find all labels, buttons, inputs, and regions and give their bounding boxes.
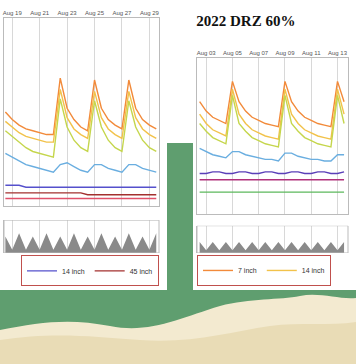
svg-text:Aug 27: Aug 27: [112, 10, 132, 16]
svg-text:Aug 03: Aug 03: [197, 50, 217, 56]
svg-text:14 inch: 14 inch: [62, 268, 85, 275]
svg-text:Aug 29: Aug 29: [140, 10, 160, 16]
svg-text:Aug 19: Aug 19: [3, 10, 23, 16]
svg-text:7 inch: 7 inch: [238, 267, 257, 274]
svg-text:Aug 11: Aug 11: [302, 50, 321, 56]
svg-text:Aug 21: Aug 21: [30, 10, 50, 16]
svg-text:Aug 25: Aug 25: [85, 10, 105, 16]
svg-text:2022 DRZ 60%: 2022 DRZ 60%: [196, 14, 295, 29]
svg-text:Aug 05: Aug 05: [223, 50, 243, 56]
svg-text:Aug 09: Aug 09: [275, 50, 295, 56]
svg-text:14 inch: 14 inch: [302, 267, 325, 274]
svg-text:Aug 07: Aug 07: [249, 50, 269, 56]
svg-text:Aug 23: Aug 23: [58, 10, 78, 16]
svg-text:45 inch: 45 inch: [130, 268, 153, 275]
svg-text:Aug 13: Aug 13: [328, 50, 348, 56]
